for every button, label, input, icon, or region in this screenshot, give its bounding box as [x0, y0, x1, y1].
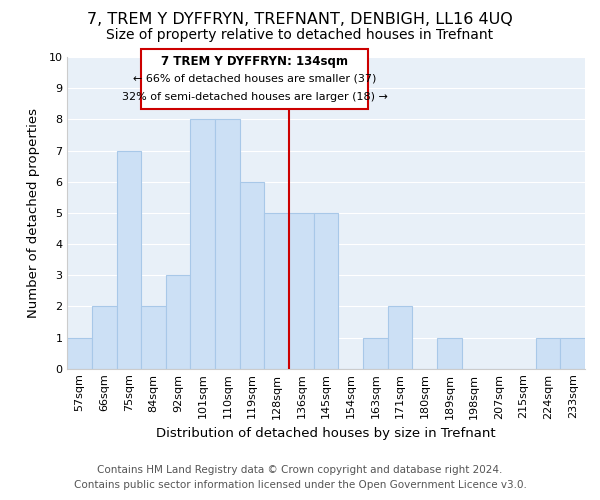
Text: 32% of semi-detached houses are larger (18) →: 32% of semi-detached houses are larger (…	[122, 92, 388, 102]
Text: Contains HM Land Registry data © Crown copyright and database right 2024.
Contai: Contains HM Land Registry data © Crown c…	[74, 465, 526, 490]
Bar	[363, 338, 388, 368]
Text: ← 66% of detached houses are smaller (37): ← 66% of detached houses are smaller (37…	[133, 74, 376, 84]
Bar	[388, 306, 412, 368]
Bar	[560, 338, 585, 368]
Y-axis label: Number of detached properties: Number of detached properties	[27, 108, 40, 318]
Bar	[289, 213, 314, 368]
Bar	[116, 150, 141, 368]
Bar	[314, 213, 338, 368]
Text: 7 TREM Y DYFFRYN: 134sqm: 7 TREM Y DYFFRYN: 134sqm	[161, 56, 348, 68]
Bar	[190, 120, 215, 368]
Text: Size of property relative to detached houses in Trefnant: Size of property relative to detached ho…	[106, 28, 494, 42]
Bar	[92, 306, 116, 368]
X-axis label: Distribution of detached houses by size in Trefnant: Distribution of detached houses by size …	[156, 427, 496, 440]
Bar	[265, 213, 289, 368]
Bar	[240, 182, 265, 368]
Bar	[166, 275, 190, 368]
Bar	[215, 120, 240, 368]
FancyBboxPatch shape	[141, 50, 368, 108]
Bar	[67, 338, 92, 368]
Bar	[141, 306, 166, 368]
Bar	[536, 338, 560, 368]
Text: 7, TREM Y DYFFRYN, TREFNANT, DENBIGH, LL16 4UQ: 7, TREM Y DYFFRYN, TREFNANT, DENBIGH, LL…	[87, 12, 513, 28]
Bar	[437, 338, 462, 368]
